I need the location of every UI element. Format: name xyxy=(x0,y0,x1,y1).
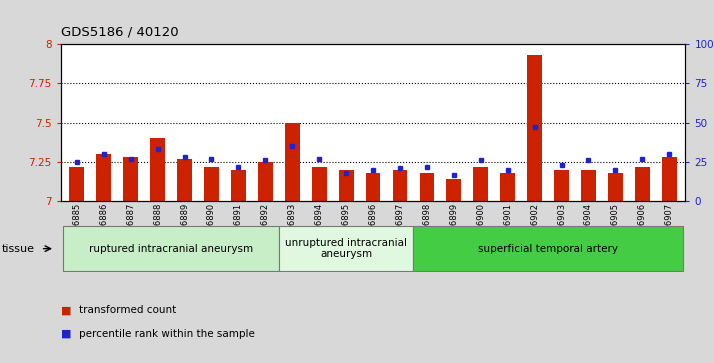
Text: ■: ■ xyxy=(61,329,71,339)
Bar xyxy=(554,170,569,201)
Bar xyxy=(501,173,515,201)
Bar xyxy=(413,226,683,271)
Bar xyxy=(662,157,677,201)
Bar xyxy=(338,170,353,201)
Bar xyxy=(420,173,434,201)
Text: superficial temporal artery: superficial temporal artery xyxy=(478,244,618,254)
Bar xyxy=(278,226,413,271)
Bar xyxy=(581,170,596,201)
Text: percentile rank within the sample: percentile rank within the sample xyxy=(79,329,254,339)
Bar xyxy=(64,226,278,271)
Text: unruptured intracranial
aneurysm: unruptured intracranial aneurysm xyxy=(285,238,407,260)
Bar xyxy=(473,167,488,201)
Bar xyxy=(635,167,650,201)
Bar xyxy=(204,167,219,201)
Bar xyxy=(69,167,84,201)
Bar xyxy=(312,167,326,201)
Bar xyxy=(608,173,623,201)
Text: transformed count: transformed count xyxy=(79,305,176,315)
Bar xyxy=(285,123,300,201)
Bar xyxy=(124,157,138,201)
Bar xyxy=(96,154,111,201)
Bar xyxy=(366,173,381,201)
Bar xyxy=(527,54,542,201)
Bar xyxy=(150,138,165,201)
Bar xyxy=(231,170,246,201)
Bar xyxy=(258,162,273,201)
Text: tissue: tissue xyxy=(1,244,34,254)
Bar xyxy=(393,170,408,201)
Text: GDS5186 / 40120: GDS5186 / 40120 xyxy=(61,25,178,38)
Text: ruptured intracranial aneurysm: ruptured intracranial aneurysm xyxy=(89,244,253,254)
Bar xyxy=(177,159,192,201)
Bar xyxy=(446,179,461,201)
Text: ■: ■ xyxy=(61,305,71,315)
